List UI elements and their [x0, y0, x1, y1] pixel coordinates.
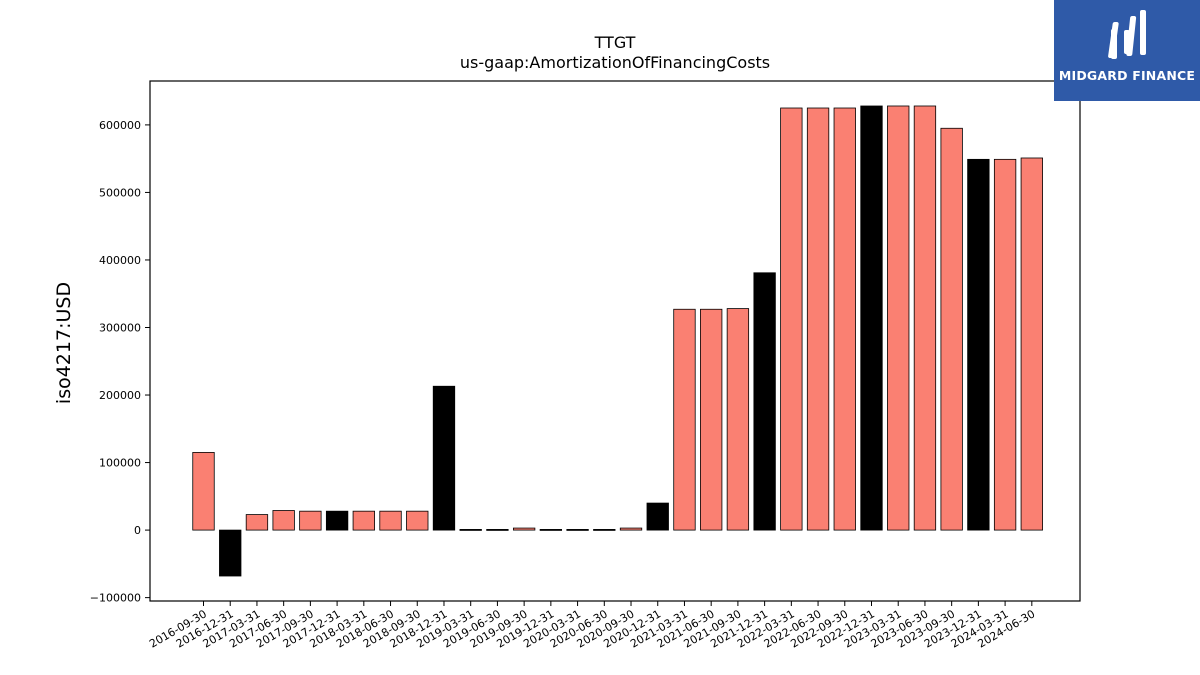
bar-2022-09-30	[833, 107, 856, 531]
plot-frame	[149, 80, 1081, 602]
bar-2019-03-31	[459, 529, 482, 531]
bar-2020-03-31	[566, 529, 589, 531]
bar-2021-03-31	[673, 308, 696, 531]
bar-2021-09-30	[726, 308, 750, 531]
chart-title: TTGT	[594, 33, 636, 52]
bar-2023-03-31	[887, 105, 910, 531]
bar-2017-09-30	[299, 510, 322, 531]
bar-2017-03-31	[245, 514, 269, 531]
y-tick-label: 100000	[99, 457, 141, 470]
bar-2022-03-31	[780, 107, 803, 531]
bar-2023-06-30	[913, 105, 937, 531]
y-tick-label: 500000	[99, 186, 141, 199]
y-ticks: −100000 0 100000 200000 300000 400000 500000 60…	[90, 119, 150, 605]
x-ticks: 2016-09-302016-12-312017-03-312017-06-30…	[147, 601, 1037, 651]
bar-2016-09-30	[192, 452, 215, 531]
y-tick-label: 400000	[99, 254, 141, 267]
bar-2020-09-30	[619, 527, 643, 531]
bar-2017-06-30	[272, 510, 295, 531]
bar-2021-06-30	[700, 308, 723, 531]
bar-2022-12-31	[860, 105, 883, 531]
y-axis-label: iso4217:USD	[53, 282, 75, 404]
bar-2023-09-30	[940, 127, 963, 531]
bar-2024-06-30	[1020, 157, 1043, 531]
bars-layer	[192, 105, 1043, 577]
y-tick-label: 600000	[99, 119, 141, 132]
bar-2020-12-31	[646, 502, 669, 531]
midgard-logo-icon	[1108, 10, 1146, 59]
brand-logo: MIDGARD FINANCE	[1054, 0, 1200, 101]
bar-2022-06-30	[806, 107, 830, 531]
bar-2021-12-31	[753, 272, 776, 531]
bar-2019-06-30	[486, 529, 509, 531]
bar-2018-03-31	[352, 510, 375, 531]
y-tick-label: 300000	[99, 321, 141, 334]
y-tick-label: −100000	[90, 592, 141, 605]
bar-2020-06-30	[593, 529, 616, 531]
y-tick-label: 0	[134, 524, 141, 537]
y-tick-label: 200000	[99, 389, 141, 402]
bar-2019-09-30	[512, 527, 536, 531]
bar-2023-12-31	[967, 158, 990, 531]
chart-subtitle: us-gaap:AmortizationOfFinancingCosts	[460, 53, 770, 72]
bar-2024-03-31	[993, 158, 1017, 531]
bar-2016-12-31	[219, 529, 242, 577]
bar-2017-12-31	[325, 510, 349, 531]
bar-2018-12-31	[432, 385, 456, 531]
bar-2018-09-30	[406, 510, 429, 531]
logo-text: MIDGARD FINANCE	[1058, 68, 1196, 83]
bar-2019-12-31	[539, 529, 563, 531]
bar-2018-06-30	[379, 510, 402, 531]
